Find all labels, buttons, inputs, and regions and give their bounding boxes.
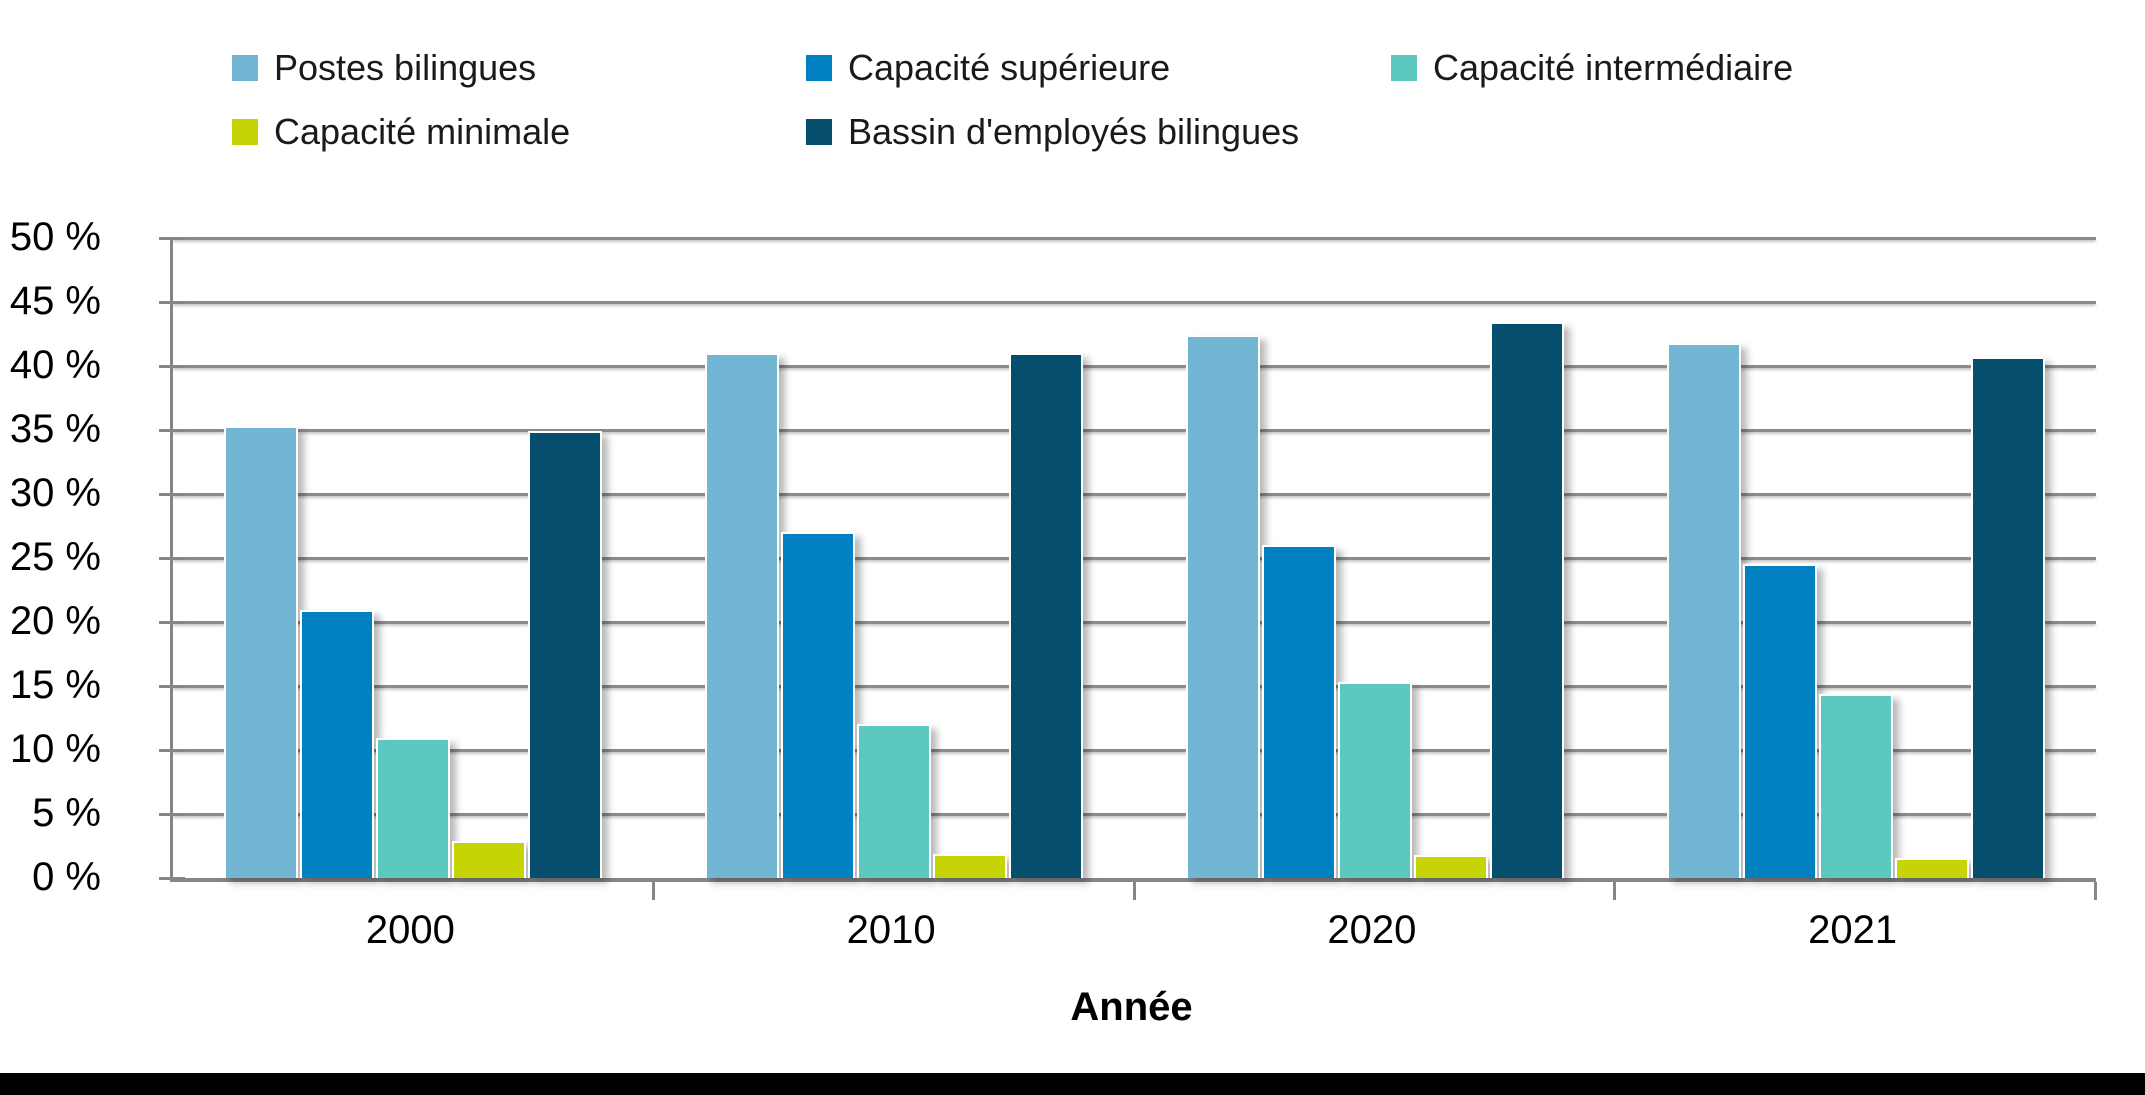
y-axis-tick <box>159 813 185 816</box>
y-axis-label: 15 % <box>9 663 101 707</box>
x-axis-tick <box>651 882 655 900</box>
y-axis-label: 50 % <box>9 215 101 259</box>
legend-item: Capacité minimale <box>232 110 570 154</box>
bar-group-2010 <box>654 238 1135 878</box>
bar-groups <box>173 238 2096 878</box>
bar <box>528 431 603 878</box>
legend-label: Postes bilingues <box>274 47 537 88</box>
bar-group-2021 <box>1615 238 2096 878</box>
y-axis-label: 0 % <box>32 855 101 899</box>
bar <box>452 841 527 878</box>
gridline <box>173 621 2096 624</box>
legend-swatch-icon <box>1391 55 1417 81</box>
bar <box>300 610 375 878</box>
gridline <box>173 685 2096 688</box>
bar <box>1742 564 1817 878</box>
y-axis-tick <box>159 621 185 624</box>
y-axis-label: 20 % <box>9 599 101 643</box>
y-axis-label: 30 % <box>9 471 101 515</box>
x-axis-labels: 2000 2010 2020 2021 <box>170 908 2093 953</box>
legend-label: Capacité intermédiaire <box>1433 47 1794 88</box>
gridline <box>173 365 2096 368</box>
bar <box>1894 858 1969 878</box>
bar <box>1818 694 1893 878</box>
legend-item: Postes bilingues <box>232 46 536 90</box>
bar <box>1337 682 1412 878</box>
y-axis-label: 5 % <box>32 791 101 835</box>
legend: Postes bilingues Capacité supérieure Capac… <box>0 0 2145 160</box>
legend-label: Capacité minimale <box>274 111 571 152</box>
y-axis-tick <box>159 429 185 432</box>
bar <box>1261 545 1336 878</box>
bar <box>1413 855 1488 878</box>
y-axis-tick <box>159 685 185 688</box>
legend-swatch-icon <box>232 119 258 145</box>
y-axis-tick <box>159 749 185 752</box>
x-axis-tick <box>2094 882 2097 900</box>
y-axis-label: 40 % <box>9 343 101 387</box>
x-axis-tick <box>1132 882 1136 900</box>
y-axis-tick <box>159 877 185 880</box>
bar <box>933 854 1008 878</box>
bar <box>1970 357 2045 878</box>
x-axis-tick-label: 2000 <box>365 908 455 952</box>
legend-swatch-icon <box>232 55 258 81</box>
y-axis-tick <box>159 557 185 560</box>
legend-swatch-icon <box>806 119 832 145</box>
y-axis-tick <box>159 237 185 240</box>
bar <box>781 532 856 878</box>
bar <box>1666 343 1741 878</box>
legend-item: Bassin d'employés bilingues <box>806 110 1299 154</box>
legend-label: Capacité supérieure <box>848 47 1171 88</box>
gridline <box>173 237 2096 240</box>
gridline <box>173 429 2096 432</box>
legend-swatch-icon <box>806 55 832 81</box>
gridline <box>173 301 2096 304</box>
y-axis-label: 10 % <box>9 727 101 771</box>
bar <box>1185 335 1260 878</box>
gridline <box>173 557 2096 560</box>
bar <box>857 724 932 878</box>
x-axis-tick <box>1613 882 1617 900</box>
y-axis-label: 25 % <box>9 535 101 579</box>
legend-item: Capacité intermédiaire <box>1391 46 1793 90</box>
bar-group-2000 <box>173 238 654 878</box>
bar-group-2020 <box>1135 238 1616 878</box>
x-axis-tick-label: 2020 <box>1327 908 1417 952</box>
bar <box>224 426 299 878</box>
legend-item: Capacité supérieure <box>806 46 1170 90</box>
x-axis-tick-label: 2021 <box>1808 908 1898 952</box>
gridline <box>173 813 2096 816</box>
plot-area: 0 % 5 % 10 % 15 % 20 % 25 % 30 % 35 % 40 % 45 % 50… <box>10 217 2097 900</box>
y-axis-label: 45 % <box>9 279 101 323</box>
bar <box>1009 353 1084 878</box>
y-axis-tick <box>159 301 185 304</box>
footer-band <box>0 1073 2145 1095</box>
x-axis-tick-label: 2010 <box>846 908 936 952</box>
gridline <box>173 749 2096 752</box>
y-axis-tick <box>159 493 185 496</box>
legend-label: Bassin d'employés bilingues <box>848 111 1300 152</box>
bar <box>705 353 780 878</box>
bar <box>376 738 451 878</box>
x-axis-title: Année <box>1070 985 1193 1029</box>
y-axis-label: 35 % <box>9 407 101 451</box>
bar <box>1489 322 1564 878</box>
gridline <box>173 493 2096 496</box>
y-axis-tick <box>159 365 185 368</box>
